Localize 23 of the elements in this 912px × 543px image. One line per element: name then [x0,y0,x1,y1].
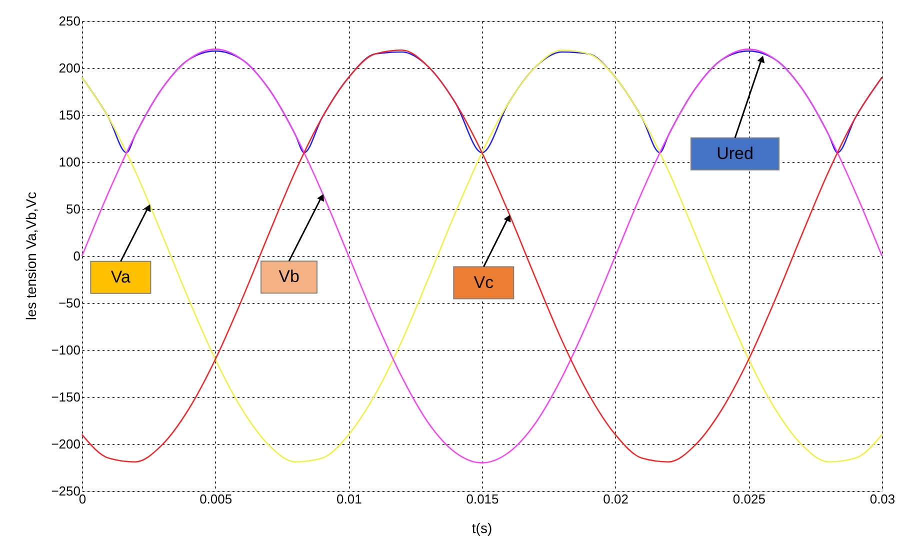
y-tick-label: −250 [51,484,80,498]
y-tick-label: 50 [66,202,80,216]
x-tick-label: 0.005 [200,492,232,506]
x-tick-label: 0.01 [336,492,362,506]
annotation: Ured [716,144,754,163]
y-axis-title: les tension Va,Vb,Vc [23,192,39,320]
annotation: Va [110,267,131,286]
y-tick-label: 250 [58,14,80,28]
y-tick-label: −50 [58,296,80,310]
annotation: Vb [278,267,300,286]
y-tick-label: −200 [51,436,80,452]
y-tick-label: −100 [51,342,80,358]
annotation: Vc [474,272,494,292]
x-tick-label: 0.015 [466,492,499,506]
x-tick-label: 0.025 [732,492,766,506]
x-axis-title: t(s) [472,520,492,536]
y-tick-label: 100 [58,154,80,170]
x-tick-label: 0.03 [870,492,896,506]
y-tick-label: 0 [73,248,80,264]
y-tick-label: 150 [58,108,80,122]
y-tick-label: −150 [51,390,80,404]
x-tick-label: 0.02 [603,492,628,506]
y-tick-label: 200 [58,60,80,76]
